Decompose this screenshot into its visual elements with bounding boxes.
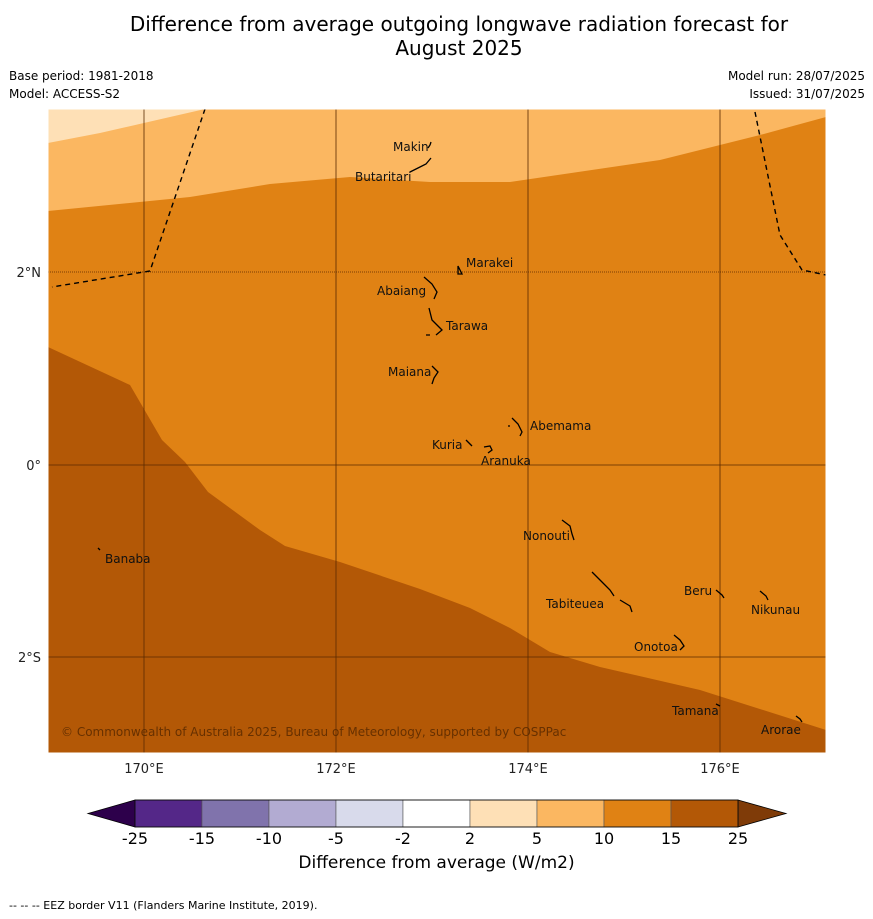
colorbar-segment: [201, 799, 270, 828]
colorbar-over-triangle: [737, 799, 788, 828]
colorbar-tick-label: 2: [465, 829, 475, 848]
colorbar: -25 -15 -10 -5 -2 2 5 10 15 25: [86, 799, 788, 848]
colorbar-segment: [469, 799, 538, 828]
island-label-nikunau: Nikunau: [751, 603, 800, 617]
base-period: Base period: 1981-2018: [9, 69, 154, 83]
island-label-tabiteuea: Tabiteuea: [545, 597, 604, 611]
colorbar-segment: [268, 799, 337, 828]
colorbar-segment: [402, 799, 471, 828]
colorbar-tick-label: 25: [728, 829, 748, 848]
island-label-abemama: Abemama: [530, 419, 591, 433]
map-area: Makin Butaritari Marakei Abaiang Tarawa …: [48, 109, 826, 753]
island-label-arorae: Arorae: [761, 723, 801, 737]
colorbar-tick-label: -15: [189, 829, 215, 848]
colorbar-tick-label: -25: [122, 829, 148, 848]
island-outlines: [97, 141, 803, 723]
model-name: Model: ACCESS-S2: [9, 87, 121, 101]
colorbar-under-triangle: [86, 799, 136, 828]
colorbar-segment: [536, 799, 605, 828]
meta-left: Base period: 1981-2018 Model: ACCESS-S2: [9, 67, 154, 103]
island-label-marakei: Marakei: [466, 256, 513, 270]
zone-5-10: [48, 109, 826, 211]
island-label-maiana: Maiana: [388, 365, 431, 379]
colorbar-segment: [670, 799, 739, 828]
lon-tick-170: 170°E: [124, 762, 164, 777]
map-frame: [47, 108, 827, 754]
lat-tick-2s: 2°S: [18, 651, 41, 666]
island-label-nonouti: Nonouti: [523, 529, 570, 543]
title-line-2: August 2025: [395, 36, 523, 60]
copyright-text: © Commonwealth of Australia 2025, Bureau…: [61, 725, 566, 739]
island-label-makin: Makin: [393, 140, 429, 154]
axis-ticks: 170°E 172°E 174°E 176°E 2°N 0° 2°S: [17, 266, 740, 777]
zone-2-5: [48, 109, 205, 143]
island-label-kuria: Kuria: [432, 438, 463, 452]
colorbar-tick-label: 10: [594, 829, 614, 848]
colorbar-segment: [134, 799, 203, 828]
island-label-beru: Beru: [684, 584, 712, 598]
issued-date: Issued: 31/07/2025: [749, 87, 865, 101]
island-label-tamana: Tamana: [671, 704, 719, 718]
zone-15-25: [48, 347, 826, 753]
meta-right: Model run: 28/07/2025 Issued: 31/07/2025: [728, 67, 865, 103]
lat-tick-0: 0°: [26, 459, 41, 474]
island-label-onotoa: Onotoa: [634, 640, 678, 654]
island-label-banaba: Banaba: [105, 552, 151, 566]
colorbar-segment: [603, 799, 672, 828]
model-run: Model run: 28/07/2025: [727, 69, 865, 83]
lon-tick-174: 174°E: [508, 762, 548, 777]
lon-tick-172: 172°E: [316, 762, 356, 777]
colorbar-tick-label: -5: [328, 829, 344, 848]
colorbar-tick-label: -10: [256, 829, 282, 848]
gridlines: [48, 109, 826, 753]
colorbar-segment: [335, 799, 404, 828]
island-labels: Makin Butaritari Marakei Abaiang Tarawa …: [105, 140, 801, 737]
chart-title: Difference from average outgoing longwav…: [0, 12, 873, 60]
colorbar-frame: [134, 799, 739, 828]
island-label-abaiang: Abaiang: [377, 284, 426, 298]
island-label-aranuka: Aranuka: [481, 454, 531, 468]
colorbar-tick-label: 5: [532, 829, 542, 848]
eez-border: [51, 109, 826, 288]
lon-tick-176: 176°E: [700, 762, 740, 777]
island-label-butaritari: Butaritari: [355, 170, 412, 184]
lat-tick-2n: 2°N: [17, 266, 42, 281]
title-line-1: Difference from average outgoing longwav…: [129, 12, 789, 36]
colorbar-title: Difference from average (W/m2): [298, 853, 575, 873]
island-label-tarawa: Tarawa: [445, 319, 488, 333]
colorbar-tick-label: 15: [661, 829, 681, 848]
footnote: -- -- -- EEZ border V11 (Flanders Marine…: [9, 899, 318, 912]
colorbar-tick-label: -2: [395, 829, 411, 848]
